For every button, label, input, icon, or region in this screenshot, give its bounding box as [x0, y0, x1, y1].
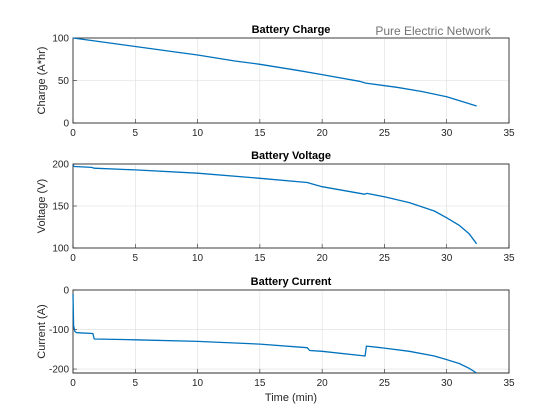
axes-frame [72, 163, 510, 249]
x-tick-label: 30 [441, 378, 453, 389]
subplot-3: 0 5 10 15 20 25 30 35 -200 -100 0 Battery Current Cu… [36, 276, 515, 404]
y-tick-label: 0 [63, 286, 69, 297]
x-tick-label: 0 [70, 378, 76, 389]
chart-title: Battery Current [251, 276, 332, 288]
y-tick-label: 50 [58, 76, 70, 87]
x-tick-label: 35 [503, 253, 515, 264]
x-tick-label: 10 [192, 378, 204, 389]
x-tick-label: 25 [379, 378, 391, 389]
y-tick-label: 0 [63, 119, 69, 130]
x-tick-label: 20 [317, 253, 329, 264]
axes-frame [72, 37, 510, 124]
x-tick-label: 15 [254, 378, 266, 389]
y-axis-label: Voltage (V) [36, 179, 48, 233]
y-tick-label: -100 [49, 325, 69, 336]
x-tick-label: 0 [70, 253, 76, 264]
chart-title: Battery Voltage [251, 150, 331, 162]
x-tick-label: 0 [70, 128, 76, 139]
x-tick-label: 30 [441, 253, 453, 264]
subplot-1: 0 5 10 15 20 25 30 35 0 50 100 Battery Charge Charge… [36, 24, 515, 139]
x-tick-label: 20 [317, 128, 329, 139]
x-tick-label: 20 [317, 378, 329, 389]
y-tick-label: 100 [52, 244, 69, 255]
subplot-2: 0 5 10 15 20 25 30 35 100 150 200 Battery Voltage Vo… [36, 150, 515, 264]
x-tick-label: 15 [254, 253, 266, 264]
x-tick-label: 35 [503, 128, 515, 139]
series-line [72, 293, 477, 374]
x-tick-label: 25 [379, 253, 391, 264]
y-axis-label: Current (A) [36, 304, 48, 358]
x-tick-label: 15 [254, 128, 266, 139]
x-tick-label: 10 [192, 253, 204, 264]
x-tick-label: 5 [133, 128, 139, 139]
y-tick-label: 200 [52, 160, 69, 171]
figure-annotation: Pure Electric Network [375, 24, 491, 38]
y-axis-label: Charge (A*hr) [36, 47, 48, 115]
axes-frame [72, 289, 510, 374]
series-line [72, 164, 478, 245]
x-tick-label: 5 [133, 253, 139, 264]
x-tick-label: 10 [192, 128, 204, 139]
y-tick-label: 150 [52, 202, 69, 213]
x-tick-label: 25 [379, 128, 391, 139]
x-tick-label: 35 [503, 378, 515, 389]
y-tick-label: 100 [52, 34, 69, 45]
series-line [72, 37, 477, 107]
plot-area [72, 289, 510, 374]
chart-title: Battery Charge [252, 24, 331, 36]
x-tick-label: 5 [133, 378, 139, 389]
y-tick-label: -200 [49, 365, 69, 376]
x-tick-label: 30 [441, 128, 453, 139]
x-axis-label: Time (min) [265, 392, 317, 404]
